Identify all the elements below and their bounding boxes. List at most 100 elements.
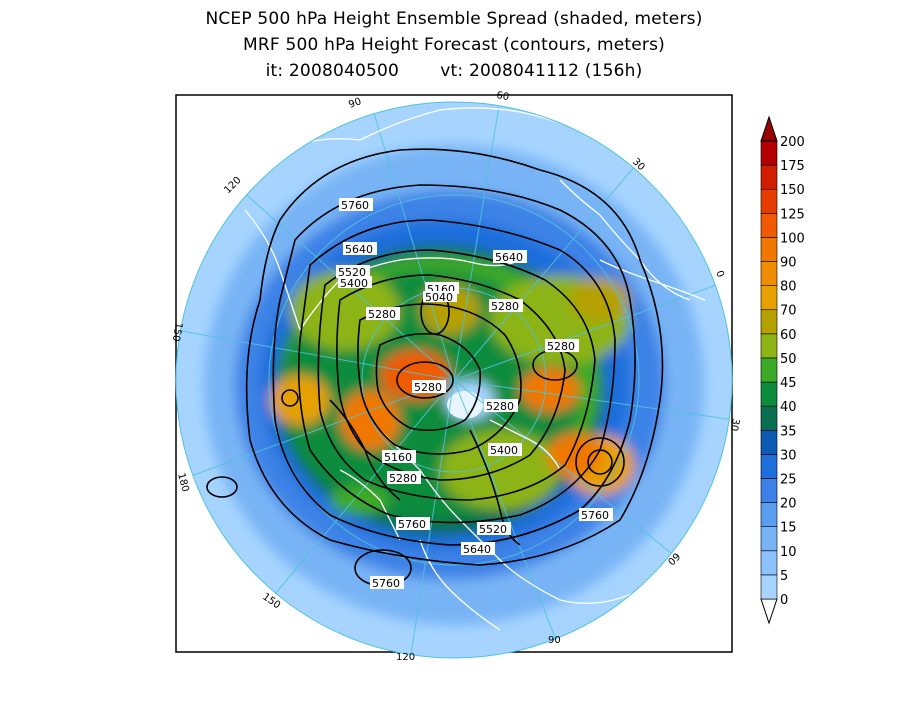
title-line-2: MRF 500 hPa Height Forecast (contours, m… bbox=[242, 35, 665, 55]
colorbar-swatch bbox=[760, 188, 778, 214]
colorbar-label: 60 bbox=[780, 328, 797, 343]
lon-label: 150 bbox=[170, 321, 184, 342]
svg-text:5760: 5760 bbox=[398, 518, 426, 531]
svg-text:5400: 5400 bbox=[340, 277, 368, 290]
lon-label: 60 bbox=[495, 90, 509, 103]
colorbar-swatch bbox=[760, 333, 778, 359]
colorbar-label: 100 bbox=[780, 231, 805, 246]
svg-text:5760: 5760 bbox=[341, 199, 369, 212]
svg-text:5160: 5160 bbox=[384, 451, 412, 464]
contour-label: 5760 bbox=[396, 517, 430, 531]
colorbar-swatch bbox=[760, 429, 778, 455]
contour-label: 5760 bbox=[339, 198, 373, 212]
colorbar-label: 150 bbox=[780, 183, 805, 198]
svg-text:5400: 5400 bbox=[490, 444, 518, 457]
contour-label: 5760 bbox=[370, 576, 404, 590]
colorbar-swatch bbox=[760, 213, 778, 238]
contour-label: 5280 bbox=[366, 307, 400, 321]
contour-label: 5400 bbox=[338, 276, 372, 290]
contour-label: 5520 bbox=[336, 265, 370, 279]
contour-label: 5160 bbox=[382, 450, 416, 464]
colorbar-swatch bbox=[760, 285, 778, 311]
svg-text:5040: 5040 bbox=[425, 291, 453, 304]
colorbar-swatch bbox=[760, 261, 778, 286]
contour-labels: 5760 5640 5520 5400 5160 5040 5280 5640 … bbox=[336, 198, 613, 590]
colorbar-label: 200 bbox=[780, 135, 805, 150]
lon-label: 120 bbox=[396, 652, 415, 663]
colorbar-label: 15 bbox=[780, 521, 797, 536]
colorbar-label: 70 bbox=[780, 304, 797, 319]
svg-text:5280: 5280 bbox=[547, 340, 575, 353]
colorbar-label: 25 bbox=[780, 472, 797, 487]
svg-text:5280: 5280 bbox=[389, 472, 417, 485]
contour-label: 5280 bbox=[484, 399, 518, 413]
contour-label: 5640 bbox=[343, 242, 377, 256]
init-time-label: it: 2008040500 bbox=[265, 61, 400, 81]
colorbar-label: 5 bbox=[780, 569, 788, 584]
colorbar-label: 80 bbox=[780, 280, 797, 295]
lon-label: 180 bbox=[175, 472, 191, 493]
colorbar-label: 175 bbox=[780, 159, 805, 174]
figure-title: NCEP 500 hPa Height Ensemble Spread (sha… bbox=[0, 6, 908, 84]
lon-label: 0 bbox=[713, 269, 726, 279]
svg-text:5280: 5280 bbox=[486, 400, 514, 413]
lon-label: 90 bbox=[548, 635, 561, 646]
colorbar-under-triangle bbox=[760, 598, 778, 625]
contour-label: 5280 bbox=[412, 380, 446, 394]
colorbar-label: 40 bbox=[780, 400, 797, 415]
lon-label: 90 bbox=[347, 96, 363, 111]
contour-label: 5040 bbox=[423, 291, 457, 304]
colorbar-swatch bbox=[760, 502, 778, 527]
colorbar-label: 90 bbox=[780, 256, 797, 271]
svg-text:5280: 5280 bbox=[368, 308, 396, 321]
title-line-3: it: 2008040500 vt: 2008041112 (156h) bbox=[0, 58, 908, 84]
colorbar-swatch bbox=[760, 357, 778, 383]
svg-text:5760: 5760 bbox=[372, 577, 400, 590]
colorbar-over-triangle bbox=[760, 115, 778, 142]
valid-time-label: vt: 2008041112 (156h) bbox=[440, 61, 643, 81]
height-contours bbox=[206, 148, 664, 587]
colorbar-swatch bbox=[760, 381, 778, 407]
map-disk-edge bbox=[175, 101, 733, 659]
colorbar-label: 50 bbox=[780, 352, 797, 367]
colorbar-swatch bbox=[760, 237, 778, 262]
contour-label: 5640 bbox=[461, 542, 495, 556]
svg-text:5280: 5280 bbox=[491, 300, 519, 313]
colorbar-label: 35 bbox=[780, 424, 797, 439]
contour-label: 5520 bbox=[477, 522, 511, 536]
contour-label: 5400 bbox=[488, 443, 522, 457]
svg-text:5640: 5640 bbox=[463, 543, 491, 556]
svg-text:5640: 5640 bbox=[345, 243, 373, 256]
polar-stereographic-map bbox=[175, 101, 733, 659]
colorbar-label: 20 bbox=[780, 497, 797, 512]
svg-text:5520: 5520 bbox=[338, 266, 366, 279]
contour-label: 5280 bbox=[387, 471, 421, 485]
svg-text:5640: 5640 bbox=[495, 251, 523, 264]
colorbar-swatch bbox=[760, 454, 778, 479]
colorbar-label: 45 bbox=[780, 376, 797, 391]
colorbar-swatch bbox=[760, 574, 778, 600]
colorbar-swatch bbox=[760, 405, 778, 431]
title-line-1: NCEP 500 hPa Height Ensemble Spread (sha… bbox=[205, 9, 703, 29]
contour-label: 5280 bbox=[545, 339, 579, 353]
colorbar-swatch bbox=[760, 140, 778, 166]
colorbar-swatch bbox=[760, 550, 778, 576]
colorbar-label: 10 bbox=[780, 545, 797, 560]
contour-label: 5760 bbox=[579, 508, 613, 522]
colorbar-label: 0 bbox=[780, 593, 788, 608]
colorbar: 0 5 10 15 20 25 30 35 40 45 50 60 70 80 90 100 125 150 175… bbox=[760, 115, 805, 625]
svg-text:5760: 5760 bbox=[581, 509, 609, 522]
graticule bbox=[176, 102, 732, 658]
colorbar-label: 30 bbox=[780, 448, 797, 463]
colorbar-label: 125 bbox=[780, 207, 805, 222]
contour-label: 5280 bbox=[489, 299, 523, 313]
svg-text:5280: 5280 bbox=[414, 381, 442, 394]
colorbar-swatch bbox=[760, 526, 778, 552]
colorbar-swatch bbox=[760, 164, 778, 190]
contour-label: 5640 bbox=[493, 250, 527, 264]
svg-text:5520: 5520 bbox=[479, 523, 507, 536]
colorbar-swatch bbox=[760, 309, 778, 335]
colorbar-swatch bbox=[760, 478, 778, 503]
lon-label: 30 bbox=[728, 417, 741, 431]
